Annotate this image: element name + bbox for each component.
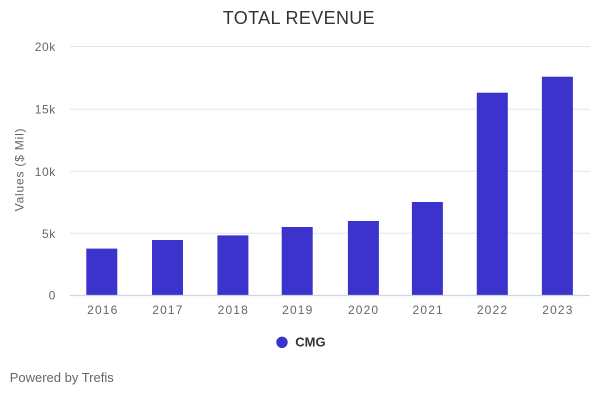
svg-text:2022: 2022 (477, 303, 508, 317)
svg-text:2018: 2018 (218, 303, 249, 317)
svg-text:2016: 2016 (87, 303, 118, 317)
svg-text:2017: 2017 (152, 303, 183, 317)
svg-text:5k: 5k (42, 227, 56, 241)
svg-text:Values ($ Mil): Values ($ Mil) (13, 128, 27, 212)
svg-text:2020: 2020 (348, 303, 379, 317)
svg-text:TOTAL REVENUE: TOTAL REVENUE (223, 8, 375, 28)
svg-text:Powered by Trefis: Powered by Trefis (10, 370, 115, 385)
svg-text:0: 0 (49, 289, 56, 303)
svg-text:10k: 10k (35, 165, 57, 179)
svg-text:15k: 15k (35, 103, 57, 117)
svg-text:CMG: CMG (295, 335, 325, 350)
svg-text:2019: 2019 (282, 303, 313, 317)
svg-text:20k: 20k (35, 40, 57, 54)
svg-text:2021: 2021 (413, 303, 444, 317)
svg-text:2023: 2023 (542, 303, 573, 317)
